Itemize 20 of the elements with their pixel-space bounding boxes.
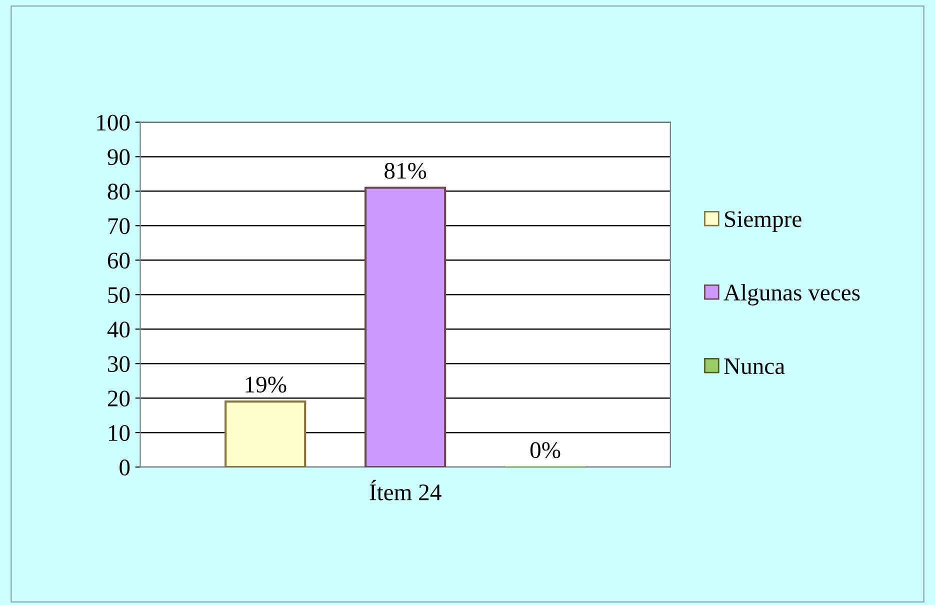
y-tick-label: 100 <box>97 114 130 131</box>
y-tick-label: 20 <box>108 390 130 407</box>
y-tick-label: 70 <box>108 218 130 234</box>
data-label: 19% <box>246 376 286 393</box>
bar <box>364 186 446 468</box>
x-tick-label: Ítem 24 <box>370 480 442 500</box>
y-tick-label: 10 <box>108 425 130 441</box>
y-tick-label: 50 <box>108 287 130 304</box>
y-tick-label: 40 <box>107 322 130 338</box>
data-label: 81% <box>384 162 426 179</box>
y-tick-label: 30 <box>108 356 130 372</box>
legend-label: Siempre <box>725 211 802 232</box>
legend-label: Algunas veces <box>724 284 860 306</box>
y-tick-label: 90 <box>108 149 130 166</box>
y-tick-label: 80 <box>108 184 130 200</box>
y-tick-label: 0 <box>120 460 130 476</box>
bar <box>224 400 306 468</box>
legend-label: Nunca <box>724 358 785 374</box>
data-label: 0% <box>530 442 560 458</box>
y-tick-label: 60 <box>108 252 130 269</box>
